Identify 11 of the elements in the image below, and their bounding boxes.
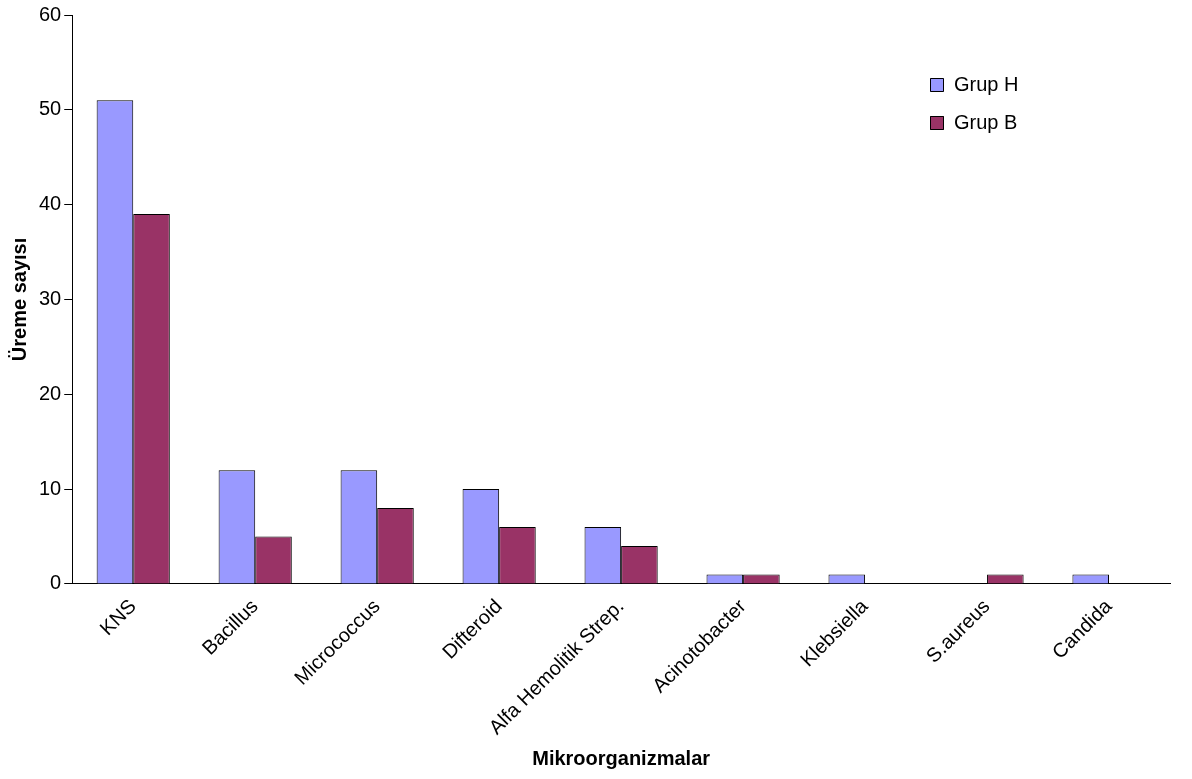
- legend-label: Grup H: [954, 72, 1019, 95]
- y-tick-label: 0: [50, 571, 62, 594]
- legend-label: Grup B: [954, 110, 1018, 133]
- y-tick-label: 40: [39, 192, 62, 215]
- y-tick-label: 10: [39, 476, 62, 499]
- y-tick-label: 60: [39, 2, 62, 25]
- y-tick-label: 20: [39, 381, 62, 404]
- y-axis-title: Üreme sayısı: [7, 237, 30, 362]
- y-tick-label: 30: [39, 286, 62, 309]
- x-axis-title: Mikroorganizmalar: [532, 746, 711, 769]
- y-tick-label: 50: [39, 97, 62, 120]
